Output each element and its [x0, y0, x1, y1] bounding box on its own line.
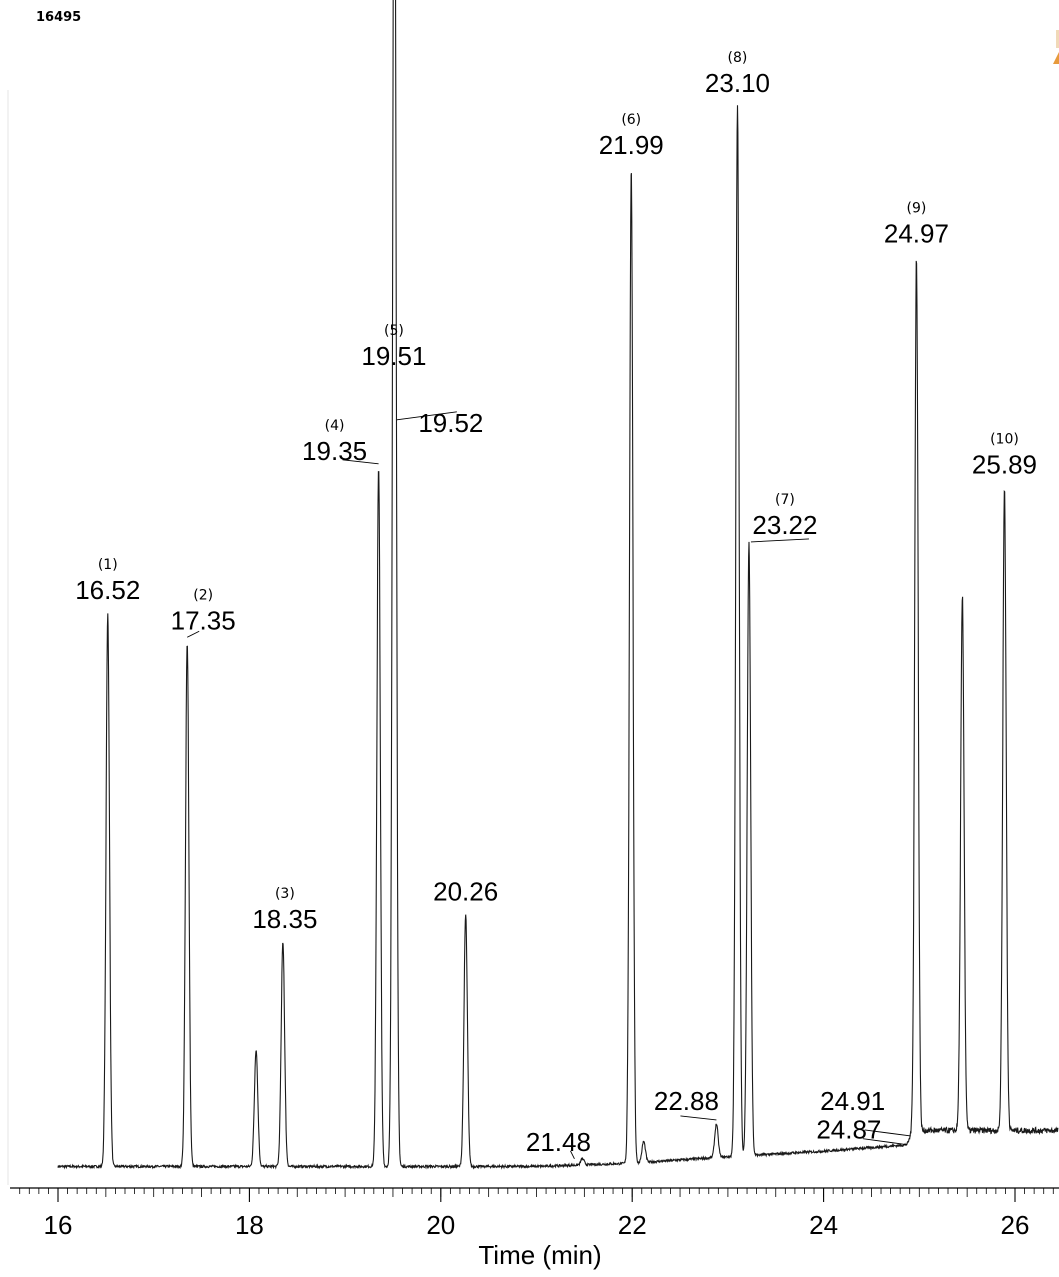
x-axis-tick-label: 26 [1001, 1210, 1030, 1240]
x-axis-tick-label: 16 [44, 1210, 73, 1240]
peak-retention-label: 24.91 [820, 1086, 885, 1116]
peak-retention-label: 16.52 [75, 575, 140, 605]
x-axis-minor-ticks [19, 1188, 1054, 1197]
peak-annotations: 16.52 (1) 17.35 (2) 18.35 (3) 19.35 (4) 19.51 (5)… [75, 50, 1037, 1160]
x-axis-tick-label: 18 [235, 1210, 264, 1240]
x-axis-major-ticks [57, 1188, 1016, 1202]
x-axis-tick-labels: 16 18 20 22 24 26 [44, 1210, 1030, 1240]
peak-number-label: (8) [728, 50, 748, 66]
peak-number-label: (6) [621, 112, 641, 128]
peak-retention-label: 23.22 [752, 510, 817, 540]
peak-retention-label: 21.48 [526, 1127, 591, 1157]
peak-retention-label: 20.26 [433, 877, 498, 907]
peak-leader-line [680, 1115, 717, 1121]
peak-retention-label: 18.35 [252, 904, 317, 934]
peak-leader-line [864, 1129, 911, 1137]
peak-number-label: (4) [325, 418, 345, 434]
peak-number-label: (7) [775, 492, 795, 508]
peak-retention-label: 17.35 [171, 605, 236, 635]
peak-retention-label: 19.35 [302, 436, 367, 466]
x-axis-tick-label: 24 [809, 1210, 838, 1240]
peak-number-label: (3) [275, 886, 295, 902]
peak-retention-label: 19.52 [418, 408, 483, 438]
peak-retention-label: 21.99 [599, 130, 664, 160]
peak-leader-line [186, 630, 200, 638]
peak-number-label: (1) [98, 557, 118, 573]
peak-retention-label: 24.97 [884, 218, 949, 248]
x-axis-tick-label: 22 [618, 1210, 647, 1240]
peak-leader-line [342, 459, 379, 465]
peak-leader-line [570, 1150, 575, 1160]
corner-mark-icon [1053, 30, 1059, 64]
peak-leader-line [396, 411, 457, 421]
x-axis-label: Time (min) [478, 1240, 601, 1270]
peak-retention-label: 23.10 [705, 68, 770, 98]
peak-retention-label: 19.51 [361, 341, 426, 371]
peak-number-label: (9) [907, 200, 927, 216]
peak-number-label: (10) [990, 431, 1019, 447]
peak-number-label: (5) [384, 323, 404, 339]
sample-id: 16495 [36, 10, 82, 25]
peak-leader-line [862, 1138, 907, 1146]
peak-retention-label: 24.87 [816, 1115, 881, 1145]
peak-retention-label: 25.89 [972, 449, 1037, 479]
x-axis-tick-label: 20 [426, 1210, 455, 1240]
peak-retention-label: 22.88 [654, 1086, 719, 1116]
chromatogram-trace [57, 0, 1059, 1170]
peak-leader-line [750, 538, 809, 543]
peak-number-label: (2) [193, 587, 213, 603]
